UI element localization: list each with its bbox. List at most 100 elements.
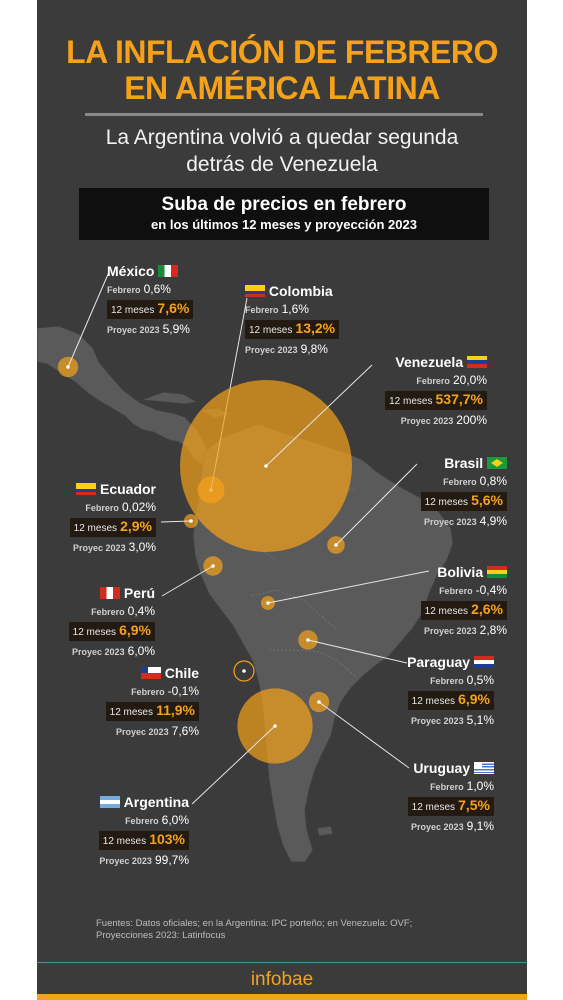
twelve-months-value: 537,7%	[435, 391, 483, 407]
venezuela-flag-icon	[467, 356, 487, 368]
febrero-value: -0,4%	[475, 583, 507, 597]
title-line-1: LA INFLACIÓN DE FEBRERO	[66, 34, 498, 70]
twelve-months-label: 12 meses	[102, 836, 147, 847]
proyec-value: 5,1%	[466, 713, 494, 727]
bottom-accent-bar	[37, 994, 527, 1000]
twelve-months-value: 6,9%	[458, 691, 490, 707]
country-label-argentina: Argentina Febrero 6,0% 12 meses 103% Pro…	[98, 793, 189, 871]
center-dot-brazil	[334, 543, 338, 547]
malvinas-islands	[316, 825, 334, 837]
proyec-label: Proyec 2023	[424, 626, 477, 636]
twelve-months-label: 12 meses	[109, 707, 153, 718]
febrero-value: 0,6%	[143, 282, 171, 296]
twelve-months-value: 7,6%	[157, 300, 190, 316]
proyec-label: Proyec 2023	[424, 517, 477, 527]
subtitle-line-2: detrás de Venezuela	[186, 153, 378, 176]
country-name: Argentina	[99, 793, 189, 811]
banner-subtitle: en los últimos 12 meses y proyección 202…	[151, 217, 417, 232]
country-label-colombia: Colombia Febrero 1,6% 12 meses 13,2% Pro…	[245, 282, 340, 360]
center-dot-chile	[242, 669, 246, 673]
febrero-label: Febrero	[439, 586, 473, 596]
center-dot-uruguay	[317, 700, 321, 704]
country-name: Venezuela	[385, 353, 487, 371]
twelve-months-label: 12 meses	[411, 696, 456, 707]
ecuador-flag-icon	[76, 483, 97, 495]
febrero-label: Febrero	[443, 477, 477, 487]
febrero-label: Febrero	[131, 687, 165, 697]
proyec-value: 5,9%	[162, 322, 190, 336]
center-dot-bolivia	[266, 601, 270, 605]
twelve-months-value: 11,9%	[156, 702, 195, 718]
country-name: Perú	[69, 584, 155, 602]
leader-line-venezuela	[265, 364, 373, 467]
bubble-ring-chile	[233, 660, 255, 682]
title-line-2: EN AMÉRICA LATINA	[124, 70, 440, 106]
chile-flag-icon	[140, 667, 161, 679]
center-dot-venezuela	[264, 464, 268, 468]
sources-note: Fuentes: Datos oficiales; en la Argentin…	[96, 918, 496, 942]
twelve-months-value: 7,5%	[458, 797, 490, 813]
title-divider	[85, 113, 483, 116]
febrero-value: 0,5%	[466, 673, 494, 687]
banner-title: Suba de precios en febrero	[161, 194, 407, 215]
country-name: Colombia	[245, 282, 339, 300]
febrero-label: Febrero	[430, 782, 464, 792]
twelve-months-label: 12 meses	[73, 523, 118, 534]
country-name: México	[107, 262, 193, 280]
leader-line-ecuador	[160, 520, 192, 523]
twelve-months-label: 12 meses	[389, 396, 433, 407]
febrero-label: Febrero	[430, 676, 464, 686]
proyec-value: 7,6%	[171, 724, 199, 738]
febrero-value: 6,0%	[161, 813, 189, 827]
paraguay-flag-icon	[474, 656, 494, 668]
subtitle: La Argentina volvió a quedar segunda det…	[37, 124, 527, 178]
proyec-label: Proyec 2023	[400, 416, 454, 426]
country-name: Chile	[106, 664, 199, 682]
febrero-label: Febrero	[91, 607, 125, 617]
twelve-months-value: 2,9%	[120, 518, 152, 534]
country-label-bolivia: Bolivia Febrero -0,4% 12 meses 2,6% Proy…	[420, 563, 507, 641]
sources-line-1: Fuentes: Datos oficiales; en la Argentin…	[96, 918, 413, 929]
febrero-label: Febrero	[416, 376, 450, 386]
febrero-label: Febrero	[245, 305, 279, 315]
proyec-label: Proyec 2023	[116, 727, 169, 737]
twelve-months-label: 12 meses	[72, 627, 117, 638]
country-name: Bolivia	[421, 563, 507, 581]
country-label-paraguay: Paraguay Febrero 0,5% 12 meses 6,9% Proy…	[407, 653, 494, 731]
center-dot-mexico	[66, 365, 70, 369]
twelve-months-label: 12 meses	[424, 497, 469, 508]
twelve-months-value: 2,6%	[471, 601, 503, 617]
leader-line-paraguay	[307, 639, 408, 664]
proyec-label: Proyec 2023	[411, 716, 464, 726]
proyec-value: 9,8%	[300, 342, 328, 356]
leader-line-mexico	[67, 271, 110, 368]
brazil-flag-icon	[487, 457, 507, 469]
febrero-label: Febrero	[107, 285, 141, 295]
febrero-value: 1,0%	[466, 779, 494, 793]
proyec-label: Proyec 2023	[72, 647, 125, 657]
proyec-value: 4,9%	[479, 514, 507, 528]
mexico-flag-icon	[158, 265, 179, 277]
argentina-flag-icon	[100, 796, 121, 808]
proyec-value: 99,7%	[154, 853, 189, 867]
twelve-months-label: 12 meses	[424, 606, 469, 617]
country-label-brasil: Brasil Febrero 0,8% 12 meses 5,6% Proyec…	[420, 454, 507, 532]
febrero-label: Febrero	[125, 816, 159, 826]
inflation-bubbles-layer	[57, 271, 430, 805]
proyec-label: Proyec 2023	[411, 822, 464, 832]
proyec-value: 6,0%	[127, 644, 155, 658]
country-label-chile: Chile Febrero -0,1% 12 meses 11,9% Proye…	[105, 664, 199, 742]
country-name: Ecuador	[70, 480, 156, 498]
peru-flag-icon	[99, 587, 120, 599]
proyec-label: Proyec 2023	[99, 856, 152, 866]
leader-line-peru	[161, 565, 214, 597]
febrero-label: Febrero	[85, 503, 119, 513]
bolivia-flag-icon	[487, 566, 507, 578]
country-name: Uruguay	[408, 759, 494, 777]
proyec-label: Proyec 2023	[73, 543, 126, 553]
febrero-value: -0,1%	[167, 684, 199, 698]
febrero-value: 0,02%	[121, 500, 156, 514]
leader-line-brazil	[335, 463, 418, 546]
leader-line-argentina	[191, 725, 276, 805]
twelve-months-value: 13,2%	[295, 320, 336, 336]
